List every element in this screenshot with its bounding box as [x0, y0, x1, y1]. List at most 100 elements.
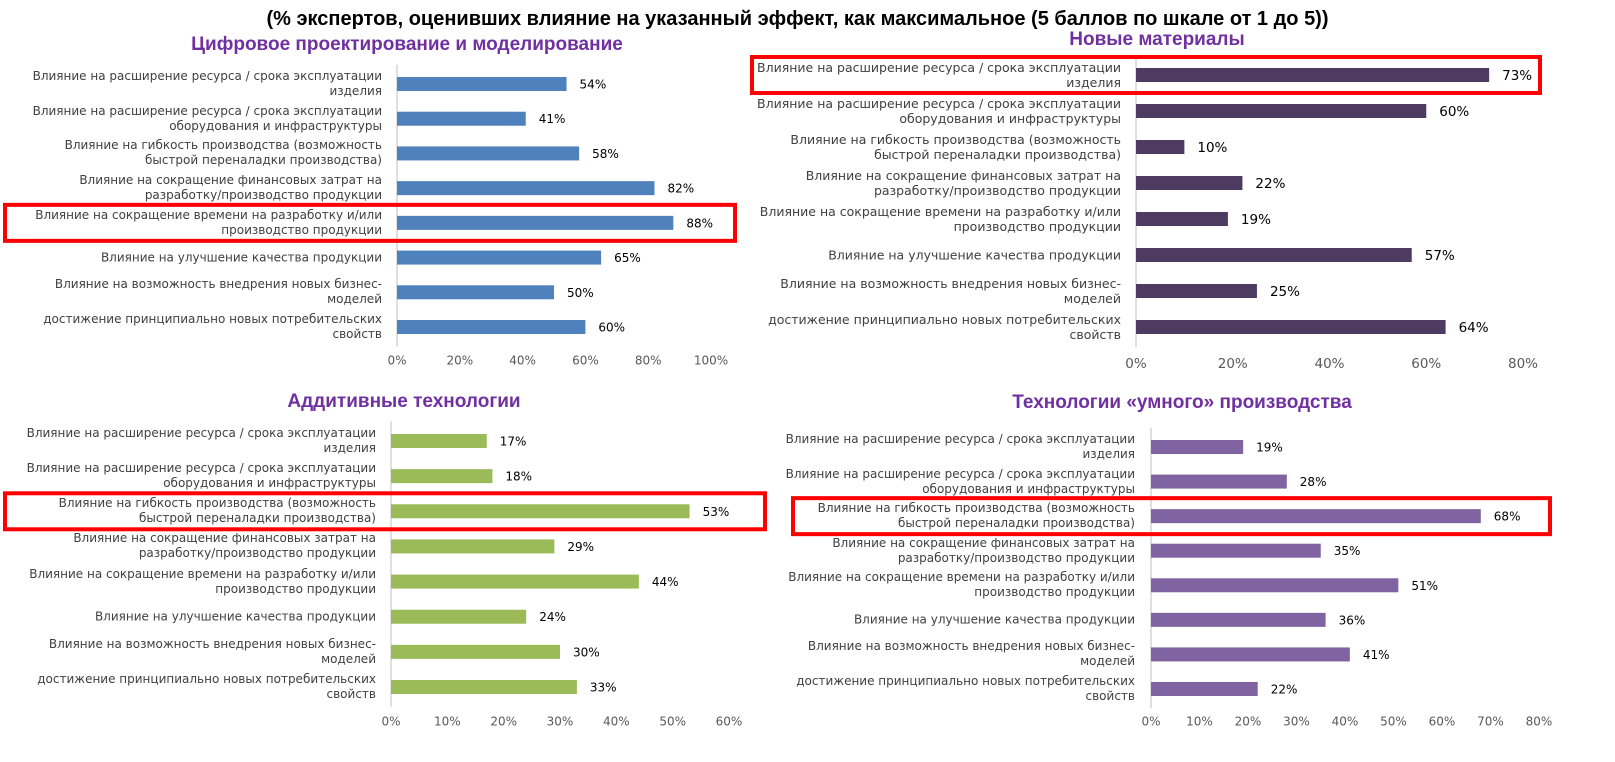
- chart-title: Новые материалы: [1069, 29, 1245, 50]
- bar: [1151, 647, 1350, 662]
- value-label: 50%: [567, 286, 594, 300]
- category-label: Влияние на сокращение времени на разрабо…: [788, 570, 1135, 600]
- x-tick-label: 0%: [1141, 715, 1160, 729]
- category-label: Влияние на улучшение качества продукции: [853, 612, 1135, 627]
- value-label: 35%: [1334, 544, 1361, 558]
- category-label: Влияние на гибкость производства (возмож…: [790, 132, 1121, 162]
- bar: [391, 680, 577, 694]
- category-label: Влияние на возможность внедрения новых б…: [54, 277, 382, 307]
- value-label: 60%: [598, 321, 625, 335]
- x-tick-label: 50%: [1380, 715, 1407, 729]
- x-tick-label: 60%: [1429, 715, 1456, 729]
- category-label: Влияние на расширение ресурса / срока эк…: [26, 461, 376, 491]
- category-label: Влияние на сокращение финансовых затрат …: [832, 535, 1135, 565]
- value-label: 88%: [686, 216, 713, 230]
- category-label: Влияние на гибкость производства (возмож…: [817, 501, 1135, 531]
- value-label: 30%: [573, 645, 600, 659]
- x-tick-label: 70%: [1477, 715, 1504, 729]
- bar: [1136, 248, 1412, 262]
- value-label: 24%: [539, 610, 566, 624]
- category-label: Влияние на расширение ресурса / срока эк…: [32, 69, 382, 98]
- bar: [391, 434, 487, 448]
- bar: [1136, 284, 1257, 298]
- bar: [1151, 440, 1244, 454]
- bar: [1136, 140, 1185, 154]
- category-label: Влияние на улучшение качества продукции: [828, 247, 1121, 263]
- bar: [397, 77, 567, 91]
- value-label: 44%: [652, 575, 679, 589]
- x-tick-label: 30%: [547, 715, 574, 729]
- value-label: 22%: [1255, 176, 1285, 192]
- value-label: 73%: [1502, 68, 1532, 84]
- value-label: 60%: [1439, 104, 1469, 120]
- bar: [391, 574, 639, 589]
- value-label: 51%: [1411, 579, 1438, 593]
- value-label: 53%: [703, 505, 730, 519]
- category-label: Влияние на сокращение времени на разрабо…: [759, 204, 1121, 234]
- category-label: Влияние на улучшение качества продукции: [94, 609, 376, 624]
- subtitle: (% экспертов, оценивших влияние на указа…: [266, 8, 1329, 30]
- highlight-box: [750, 55, 1542, 95]
- category-label: Влияние на сокращение финансовых затрат …: [805, 168, 1121, 198]
- value-label: 57%: [1425, 248, 1455, 264]
- category-label: Влияние на улучшение качества продукции: [100, 250, 382, 265]
- category-label: Влияние на расширение ресурса / срока эк…: [757, 60, 1121, 90]
- value-label: 68%: [1494, 510, 1521, 524]
- value-label: 36%: [1339, 613, 1366, 627]
- bar: [1151, 612, 1326, 627]
- x-tick-label: 20%: [1218, 356, 1248, 372]
- bar: [397, 146, 580, 161]
- bar: [397, 250, 602, 265]
- value-label: 41%: [539, 112, 566, 126]
- bar: [1136, 176, 1243, 190]
- x-tick-label: 30%: [1283, 715, 1310, 729]
- bar: [1151, 543, 1321, 558]
- bar: [397, 111, 526, 126]
- bar: [1136, 68, 1490, 82]
- bar: [391, 609, 527, 624]
- bar: [1136, 212, 1228, 226]
- x-tick-label: 40%: [1332, 715, 1359, 729]
- bar: [397, 215, 674, 230]
- bar: [391, 539, 555, 554]
- bar: [1136, 320, 1446, 334]
- bar: [1151, 682, 1258, 696]
- value-label: 29%: [567, 540, 594, 554]
- value-label: 25%: [1270, 284, 1300, 300]
- category-label: Влияние на возможность внедрения новых б…: [48, 636, 376, 666]
- x-tick-label: 10%: [434, 715, 461, 729]
- x-tick-label: 80%: [635, 354, 662, 368]
- bar: [397, 320, 586, 334]
- category-label: Влияние на сокращение времени на разрабо…: [35, 207, 382, 237]
- category-label: Влияние на расширение ресурса / срока эк…: [785, 466, 1135, 496]
- x-tick-label: 20%: [1235, 715, 1262, 729]
- value-label: 54%: [580, 78, 607, 92]
- category-label: достижение принципиально новых потребите…: [796, 674, 1135, 703]
- value-label: 22%: [1271, 683, 1298, 697]
- x-tick-label: 20%: [446, 354, 473, 368]
- x-tick-label: 60%: [572, 354, 599, 368]
- bar: [397, 181, 655, 196]
- category-label: Влияние на возможность внедрения новых б…: [780, 276, 1121, 306]
- bar: [1151, 509, 1481, 524]
- x-tick-label: 40%: [509, 354, 536, 368]
- category-label: Влияние на гибкость производства (возмож…: [58, 496, 376, 526]
- x-tick-label: 40%: [603, 715, 630, 729]
- category-label: Влияние на расширение ресурса / срока эк…: [26, 426, 376, 455]
- x-tick-label: 0%: [1125, 356, 1147, 372]
- bar: [391, 504, 690, 519]
- bar: [1151, 578, 1399, 593]
- bar: [1151, 474, 1287, 489]
- chart-title: Цифровое проектирование и моделирование: [191, 34, 623, 55]
- value-label: 28%: [1300, 475, 1327, 489]
- chart-title: Аддитивные технологии: [287, 391, 521, 412]
- value-label: 82%: [667, 182, 694, 196]
- x-tick-label: 80%: [1508, 356, 1538, 372]
- x-tick-label: 0%: [381, 715, 400, 729]
- value-label: 17%: [500, 435, 527, 449]
- value-label: 10%: [1197, 140, 1227, 156]
- category-label: Влияние на сокращение финансовых затрат …: [73, 531, 376, 561]
- bar: [1136, 104, 1427, 118]
